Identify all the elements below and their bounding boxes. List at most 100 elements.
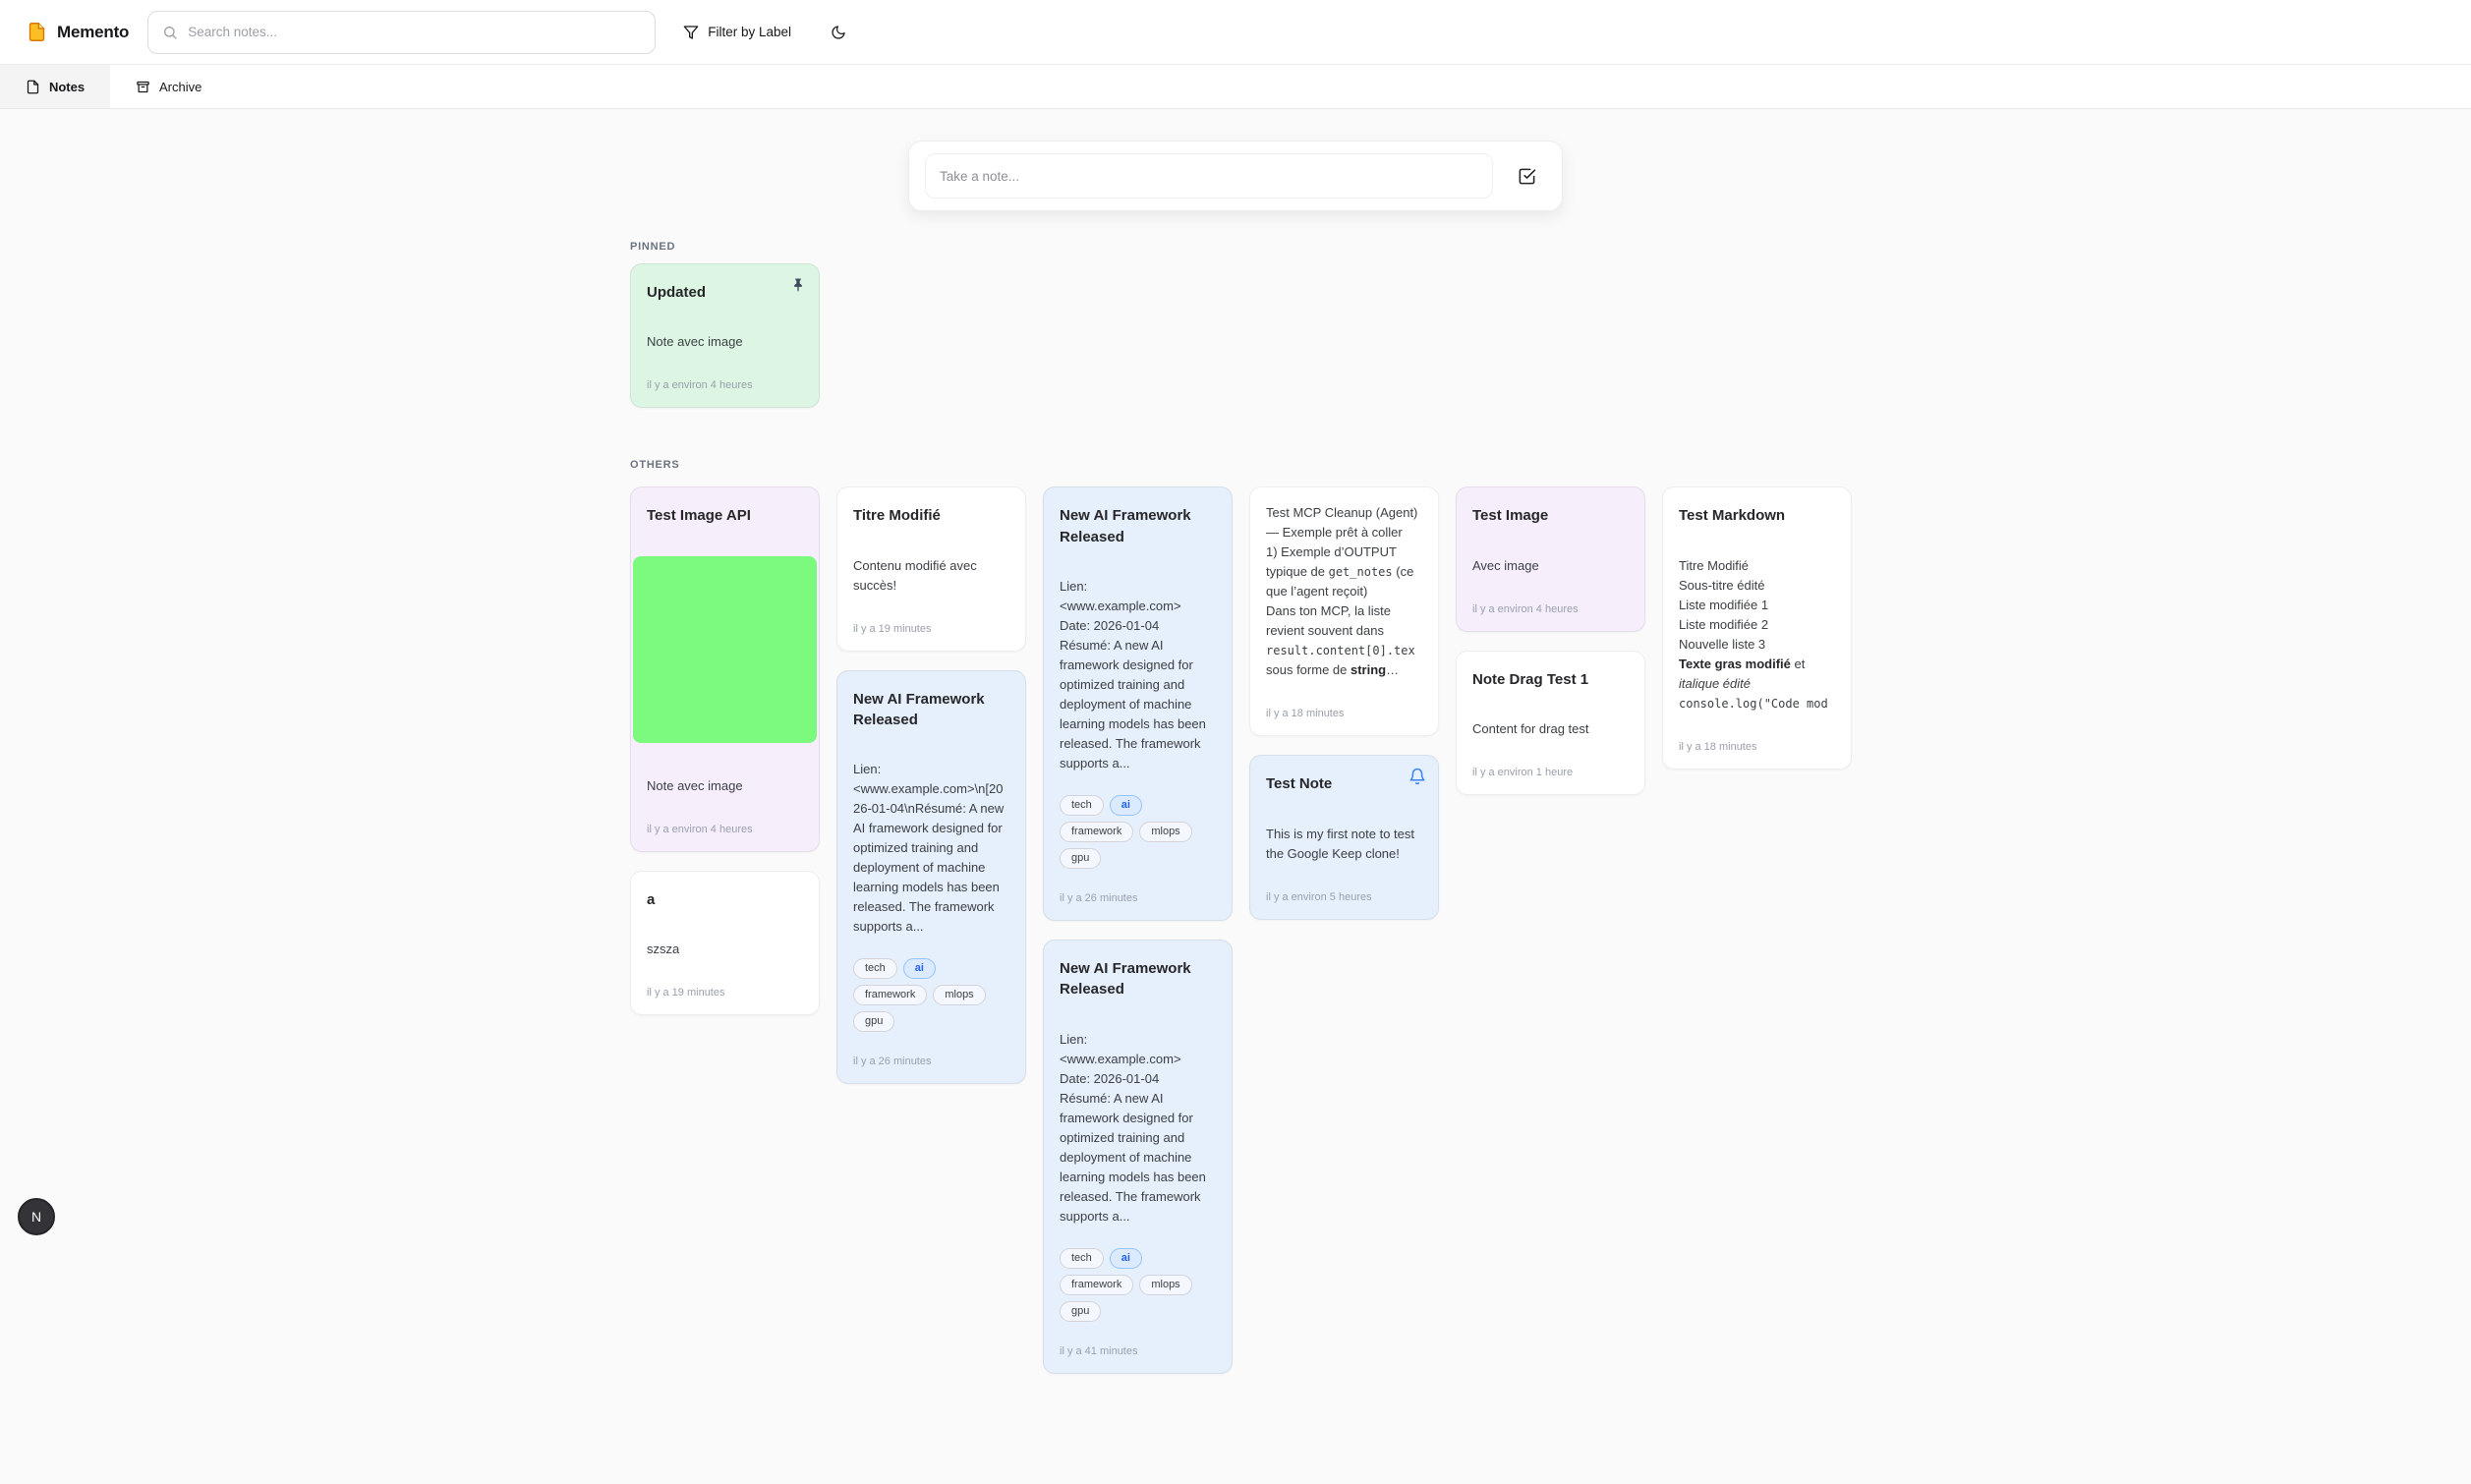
note-card[interactable]: Test Image API Note avec image il y a envi… [630, 486, 820, 852]
note-title: Titre Modifié [853, 507, 941, 525]
filter-by-label-text: Filter by Label [708, 25, 792, 39]
tag-pill[interactable]: mlops [1139, 1274, 1192, 1295]
note-title: Note Drag Test 1 [1472, 670, 1589, 688]
note-timestamp: il y a 41 minutes [1060, 1344, 1138, 1357]
pinned-grid: Updated Note avec image il y a environ 4 h… [630, 263, 1852, 409]
note-content: Lien: <www.example.com> Date: 2026-01-04… [1060, 1031, 1206, 1224]
note-title: Test Note [1266, 775, 1333, 793]
masonry-column: Titre Modifié Contenu modifié avec succès… [836, 486, 1026, 1085]
note-content: Note avec image [647, 777, 743, 793]
note-title: New AI Framework Released [1060, 960, 1191, 999]
masonry-column: New AI Framework Released Lien: <www.exam… [1043, 486, 1233, 1374]
masonry-column: Test Image API Note avec image il y a envi… [630, 486, 820, 1015]
new-checklist-button[interactable] [1507, 156, 1546, 196]
tab-archive-label: Archive [159, 79, 202, 94]
note-card[interactable]: Note Drag Test 1 Content for drag test il … [1456, 650, 1645, 795]
tag-pill[interactable]: mlops [933, 985, 986, 1006]
note-card[interactable]: Test Image Avec image il y a environ 4 heu… [1456, 486, 1645, 632]
note-timestamp: il y a environ 4 heures [1472, 602, 1579, 615]
note-timestamp: il y a environ 1 heure [1472, 766, 1574, 778]
tag-pill[interactable]: framework [1060, 822, 1134, 843]
note-timestamp: il y a environ 5 heures [1266, 890, 1372, 903]
tag-pill[interactable]: tech [1060, 795, 1104, 817]
moon-icon [832, 25, 845, 39]
note-file-icon [27, 80, 39, 93]
note-card[interactable]: Updated Note avec image il y a environ 4 h… [630, 263, 820, 409]
note-content: Content for drag test [1472, 720, 1589, 736]
note-timestamp: il y a 19 minutes [647, 986, 725, 999]
note-content: Test MCP Cleanup (Agent) — Exemple prêt … [1266, 505, 1419, 678]
note-card[interactable]: New AI Framework Released Lien: <www.exam… [836, 669, 1026, 1085]
bell-icon[interactable] [1408, 768, 1426, 785]
app-header: Memento Filter by Label [0, 0, 2471, 65]
pin-icon[interactable] [789, 276, 807, 294]
app-brand: Memento [27, 22, 129, 42]
tag-pill[interactable]: gpu [853, 1011, 895, 1033]
note-card[interactable]: New AI Framework Released Lien: <www.exam… [1043, 486, 1233, 922]
profile-fab-label: N [30, 1209, 42, 1225]
app-title: Memento [57, 22, 130, 41]
masonry-column: Test Image Avec image il y a environ 4 heu… [1456, 486, 1645, 795]
dark-mode-toggle[interactable] [831, 25, 846, 40]
others-grid: Test Image API Note avec image il y a envi… [630, 486, 1852, 1413]
tag-pill[interactable]: framework [853, 985, 928, 1006]
note-title: Test Markdown [1679, 507, 1786, 525]
note-image [633, 555, 817, 743]
note-timestamp: il y a 18 minutes [1679, 740, 1757, 753]
funnel-icon [683, 25, 699, 39]
masonry-column: Test MCP Cleanup (Agent) — Exemple prêt … [1249, 486, 1439, 920]
filter-by-label-button[interactable]: Filter by Label [683, 25, 791, 40]
note-tags: tech ai framework mlops gpu [1060, 1247, 1216, 1322]
note-card[interactable]: Test Markdown Titre Modifié Sous-titre éd… [1662, 486, 1852, 770]
note-card[interactable]: Test Note This is my first note to test t… [1249, 755, 1439, 920]
note-timestamp: il y a 26 minutes [853, 1056, 932, 1068]
notes-board: PINNED Updated Note avec image il y a envi… [630, 241, 1852, 1413]
note-content: Lien: <www.example.com>\n[2026-01-04\nRé… [853, 762, 1007, 935]
note-content: This is my first note to test the Google… [1266, 826, 1418, 861]
note-title: a [647, 890, 656, 908]
tag-pill[interactable]: ai [1109, 795, 1142, 817]
take-a-note-input[interactable] [925, 153, 1493, 199]
note-card[interactable]: New AI Framework Released Lien: <www.exam… [1043, 940, 1233, 1374]
others-section-label: OTHERS [630, 459, 680, 472]
note-content: Contenu modifié avec succès! [853, 557, 981, 593]
tag-pill[interactable]: gpu [1060, 848, 1102, 870]
note-timestamp: il y a environ 4 heures [647, 379, 753, 392]
note-composer[interactable] [908, 141, 1563, 211]
note-card[interactable]: Titre Modifié Contenu modifié avec succès… [836, 486, 1026, 652]
archive-icon [137, 81, 149, 92]
note-content: Note avec image [647, 334, 743, 350]
note-content: Avec image [1472, 557, 1539, 573]
note-timestamp: il y a environ 4 heures [647, 823, 753, 835]
note-card[interactable]: Test MCP Cleanup (Agent) — Exemple prêt … [1249, 486, 1439, 737]
tag-pill[interactable]: mlops [1139, 822, 1192, 843]
search-box[interactable] [147, 10, 657, 54]
file-icon [29, 23, 45, 41]
main-area: PINNED Updated Note avec image il y a envi… [0, 109, 2471, 1413]
note-content: szsza [647, 941, 680, 956]
tag-pill[interactable]: tech [1060, 1247, 1104, 1269]
note-title: Updated [647, 284, 706, 301]
pinned-section-label: PINNED [630, 241, 676, 253]
tab-archive[interactable]: Archive [110, 65, 227, 108]
note-title: Test Image API [647, 507, 751, 525]
profile-fab[interactable]: N [18, 1198, 55, 1235]
tab-notes[interactable]: Notes [0, 65, 110, 108]
tag-pill[interactable]: framework [1060, 1274, 1134, 1295]
tag-pill[interactable]: ai [1109, 1247, 1142, 1269]
note-title: New AI Framework Released [1060, 507, 1191, 545]
tag-pill[interactable]: ai [902, 958, 936, 980]
view-tabs: Notes Archive [0, 65, 2471, 109]
search-input[interactable] [188, 25, 642, 39]
note-timestamp: il y a 18 minutes [1266, 708, 1345, 720]
note-tags: tech ai framework mlops gpu [853, 958, 1009, 1033]
masonry-column: Test Markdown Titre Modifié Sous-titre éd… [1662, 486, 1852, 770]
tab-notes-label: Notes [48, 79, 86, 94]
tag-pill[interactable]: tech [853, 958, 897, 980]
note-timestamp: il y a 19 minutes [853, 622, 932, 635]
search-icon [164, 26, 177, 39]
tag-pill[interactable]: gpu [1060, 1300, 1102, 1322]
note-card[interactable]: a szsza il y a 19 minutes [630, 870, 820, 1015]
check-square-icon [1519, 168, 1535, 184]
note-title: Test Image [1472, 507, 1549, 525]
